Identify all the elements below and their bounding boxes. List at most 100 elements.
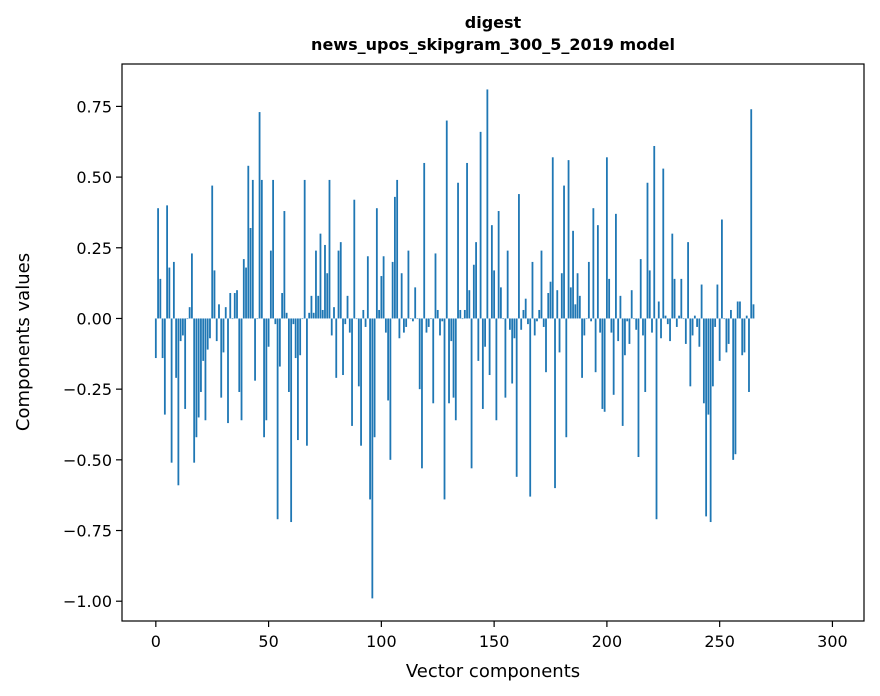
- bar-component-41: [247, 165, 250, 319]
- bar-component-225: [662, 168, 665, 319]
- bar-component-178: [556, 290, 559, 319]
- bar-component-218: [646, 182, 649, 319]
- bar-component-46: [258, 112, 261, 319]
- bar-component-124: [434, 253, 437, 319]
- bar-component-188: [578, 295, 581, 319]
- bar-component-105: [391, 261, 394, 319]
- bar-component-57: [283, 211, 286, 319]
- bar-component-240: [696, 318, 698, 327]
- bar-component-247: [711, 318, 714, 387]
- bar-component-176: [551, 157, 554, 319]
- bar-component-140: [470, 318, 473, 469]
- bar-component-88: [353, 199, 356, 319]
- bar-component-235: [684, 318, 687, 344]
- bar-component-210: [628, 318, 631, 344]
- bar-component-232: [678, 315, 680, 319]
- bar-component-262: [745, 315, 748, 319]
- x-tick-label: 50: [258, 632, 278, 651]
- bar-component-148: [488, 318, 491, 376]
- bar-component-118: [421, 318, 423, 469]
- bar-component-65: [301, 318, 304, 320]
- bar-component-224: [660, 318, 662, 339]
- bar-component-223: [657, 301, 660, 319]
- bar-component-52: [272, 179, 274, 319]
- bar-component-130: [448, 318, 450, 404]
- bar-component-164: [524, 298, 527, 319]
- bar-component-37: [238, 318, 241, 392]
- bar-component-208: [624, 318, 626, 356]
- bar-component-191: [585, 318, 588, 320]
- bar-component-1: [157, 208, 159, 319]
- bar-component-160: [515, 318, 518, 477]
- x-tick-label: 250: [704, 632, 735, 651]
- bar-component-149: [490, 225, 493, 319]
- bar-component-113: [409, 318, 412, 320]
- bar-component-250: [718, 318, 721, 361]
- bar-component-129: [445, 120, 448, 319]
- bar-component-145: [481, 318, 484, 409]
- bar-component-83: [342, 318, 344, 376]
- bar-component-6: [168, 267, 171, 319]
- bar-component-32: [227, 318, 229, 424]
- bar-component-241: [698, 318, 701, 347]
- bar-component-72: [317, 295, 320, 319]
- bar-component-222: [655, 318, 658, 520]
- plot-frame: [121, 63, 865, 622]
- bar-component-137: [463, 309, 466, 319]
- bar-component-214: [637, 318, 640, 458]
- bar-component-14: [186, 318, 189, 320]
- bar-component-156: [506, 250, 509, 319]
- bar-component-80: [335, 318, 338, 378]
- bar-component-184: [569, 287, 572, 319]
- bar-component-231: [675, 318, 678, 327]
- bar-component-100: [380, 276, 383, 319]
- bar-component-28: [218, 304, 220, 319]
- bar-component-108: [398, 318, 401, 339]
- bar-component-25: [211, 185, 214, 319]
- bar-component-16: [191, 253, 193, 319]
- bar-component-101: [382, 256, 385, 319]
- bar-component-33: [229, 293, 232, 319]
- bar-component-114: [412, 318, 414, 322]
- y-tick-label: 0.00: [76, 309, 112, 328]
- bar-component-202: [610, 318, 613, 333]
- y-tick-label: −1.00: [63, 592, 112, 611]
- bar-component-42: [249, 227, 252, 319]
- bar-component-167: [531, 261, 534, 319]
- bar-component-12: [181, 318, 184, 336]
- bar-component-132: [452, 318, 455, 398]
- bar-component-24: [209, 318, 211, 339]
- bar-series: [154, 89, 755, 599]
- bar-component-254: [727, 318, 730, 344]
- bar-component-50: [267, 318, 270, 347]
- bar-component-44: [254, 318, 256, 381]
- bar-component-168: [533, 318, 536, 336]
- bar-component-179: [558, 318, 561, 353]
- bar-component-234: [682, 318, 685, 320]
- bar-component-29: [220, 318, 223, 398]
- y-tick-label: 0.50: [76, 168, 112, 187]
- bar-component-217: [644, 318, 647, 392]
- bar-component-17: [193, 318, 196, 463]
- bar-component-70: [312, 312, 315, 319]
- bar-component-31: [224, 307, 227, 319]
- bar-component-227: [666, 318, 669, 325]
- y-tick-label: 0.25: [76, 239, 112, 258]
- bar-component-258: [736, 301, 739, 319]
- x-axis-ticks: 0 50 100 150 200 250 300: [151, 621, 848, 651]
- bar-component-78: [330, 318, 333, 336]
- bar-component-174: [547, 293, 550, 319]
- bar-component-220: [651, 318, 653, 333]
- bar-component-189: [581, 318, 583, 378]
- bar-component-91: [360, 318, 362, 446]
- bar-component-34: [231, 318, 234, 320]
- bar-component-55: [278, 318, 281, 367]
- y-tick-label: 0.75: [76, 97, 112, 116]
- bar-component-123: [432, 318, 435, 404]
- bar-component-87: [351, 318, 353, 426]
- bar-component-151: [495, 318, 498, 421]
- bar-component-84: [344, 318, 347, 325]
- y-axis-ticks: −1.00 −0.75 −0.50 −0.25 0.00 0.25 0.50 0.75: [63, 97, 122, 611]
- chart-title-line1: digest: [465, 13, 522, 32]
